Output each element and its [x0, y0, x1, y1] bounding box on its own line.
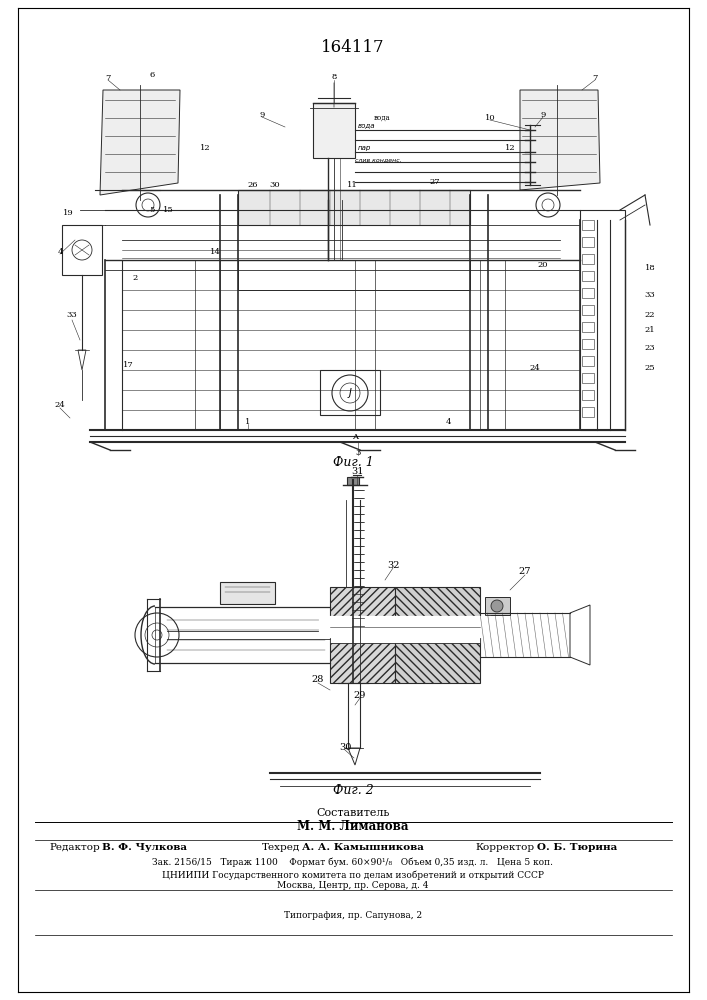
Text: слив конденс.: слив конденс.: [355, 157, 402, 162]
Bar: [220, 582, 275, 604]
Bar: [582, 322, 594, 332]
Bar: [582, 305, 594, 315]
Text: 9: 9: [259, 111, 264, 119]
Text: вода: вода: [373, 114, 390, 122]
Bar: [582, 288, 594, 298]
Text: 23: 23: [645, 344, 655, 352]
Text: Фиг. 2: Фиг. 2: [332, 784, 373, 796]
Text: 27: 27: [430, 178, 440, 186]
Text: Зак. 2156/15   Тираж 1100    Формат бум. 60×90¹/₈   Объем 0,35 изд. л.   Цена 5 : Зак. 2156/15 Тираж 1100 Формат бум. 60×9…: [153, 857, 554, 867]
Text: 30: 30: [339, 744, 351, 752]
Text: А. А. Камышникова: А. А. Камышникова: [302, 844, 424, 852]
Text: 24: 24: [54, 401, 65, 409]
Text: Корректор: Корректор: [476, 844, 535, 852]
Text: Составитель: Составитель: [316, 808, 390, 818]
Text: 14: 14: [209, 248, 221, 256]
Text: 33: 33: [645, 291, 655, 299]
Text: 8: 8: [332, 73, 337, 81]
Text: Фиг. 1: Фиг. 1: [332, 456, 373, 468]
Text: 33: 33: [66, 311, 77, 319]
Bar: [582, 339, 594, 349]
Text: 7: 7: [105, 74, 111, 82]
Text: 28: 28: [312, 676, 325, 684]
Text: 19: 19: [63, 209, 74, 217]
Bar: [62, 225, 102, 275]
Text: 17: 17: [122, 361, 134, 369]
Text: О. Б. Тюрина: О. Б. Тюрина: [537, 844, 617, 852]
Text: 29: 29: [354, 690, 366, 700]
Text: ЦНИИПИ Государственного комитета по делам изобретений и открытий СССР: ЦНИИПИ Государственного комитета по дела…: [162, 870, 544, 880]
Bar: [580, 210, 625, 430]
Text: вода: вода: [358, 122, 375, 128]
Bar: [485, 597, 510, 615]
Text: 4: 4: [57, 248, 63, 256]
Bar: [582, 254, 594, 264]
Bar: [238, 190, 470, 225]
Text: 12: 12: [199, 144, 210, 152]
Bar: [313, 103, 355, 158]
Text: A: A: [352, 433, 358, 441]
Text: 3: 3: [356, 449, 361, 457]
Text: 10: 10: [485, 114, 496, 122]
Text: Типография, пр. Сапунова, 2: Типография, пр. Сапунова, 2: [284, 910, 422, 920]
Text: 7: 7: [592, 74, 597, 82]
Text: 24: 24: [530, 364, 540, 372]
Bar: [582, 237, 594, 247]
Text: 12: 12: [505, 144, 515, 152]
Bar: [395, 587, 480, 683]
Text: 6: 6: [149, 71, 155, 79]
Text: 30: 30: [269, 181, 280, 189]
Bar: [582, 390, 594, 400]
Text: 27: 27: [519, 568, 531, 576]
Text: 25: 25: [645, 364, 655, 372]
Text: 164117: 164117: [321, 39, 385, 56]
Bar: [582, 356, 594, 366]
Text: Редактор: Редактор: [49, 844, 100, 852]
Text: 11: 11: [346, 181, 357, 189]
Bar: [582, 373, 594, 383]
Bar: [330, 627, 480, 643]
Text: М. М. Лиманова: М. М. Лиманова: [297, 820, 409, 832]
Text: 9: 9: [540, 111, 546, 119]
Polygon shape: [100, 90, 180, 195]
Text: пар: пар: [358, 145, 371, 151]
Bar: [582, 220, 594, 230]
Bar: [330, 587, 395, 683]
Text: Москва, Центр, пр. Серова, д. 4: Москва, Центр, пр. Серова, д. 4: [277, 880, 428, 890]
Text: 31: 31: [351, 468, 363, 477]
Text: 22: 22: [645, 311, 655, 319]
Text: 32: 32: [387, 560, 399, 570]
Bar: [582, 407, 594, 417]
Text: 5: 5: [149, 206, 155, 214]
Bar: [347, 477, 359, 485]
Text: 18: 18: [645, 264, 655, 272]
Text: 20: 20: [538, 261, 548, 269]
Circle shape: [491, 600, 503, 612]
Text: Техред: Техред: [262, 844, 300, 852]
Polygon shape: [520, 90, 600, 190]
Bar: [238, 260, 470, 290]
Text: В. Ф. Чулкова: В. Ф. Чулкова: [102, 844, 187, 852]
Bar: [320, 370, 380, 415]
Text: 15: 15: [163, 206, 173, 214]
Text: 2: 2: [132, 274, 138, 282]
Text: J: J: [349, 388, 351, 398]
Text: 21: 21: [645, 326, 655, 334]
Bar: [582, 271, 594, 281]
Text: 1: 1: [245, 418, 251, 426]
Text: 4: 4: [445, 418, 451, 426]
Text: 26: 26: [247, 181, 258, 189]
